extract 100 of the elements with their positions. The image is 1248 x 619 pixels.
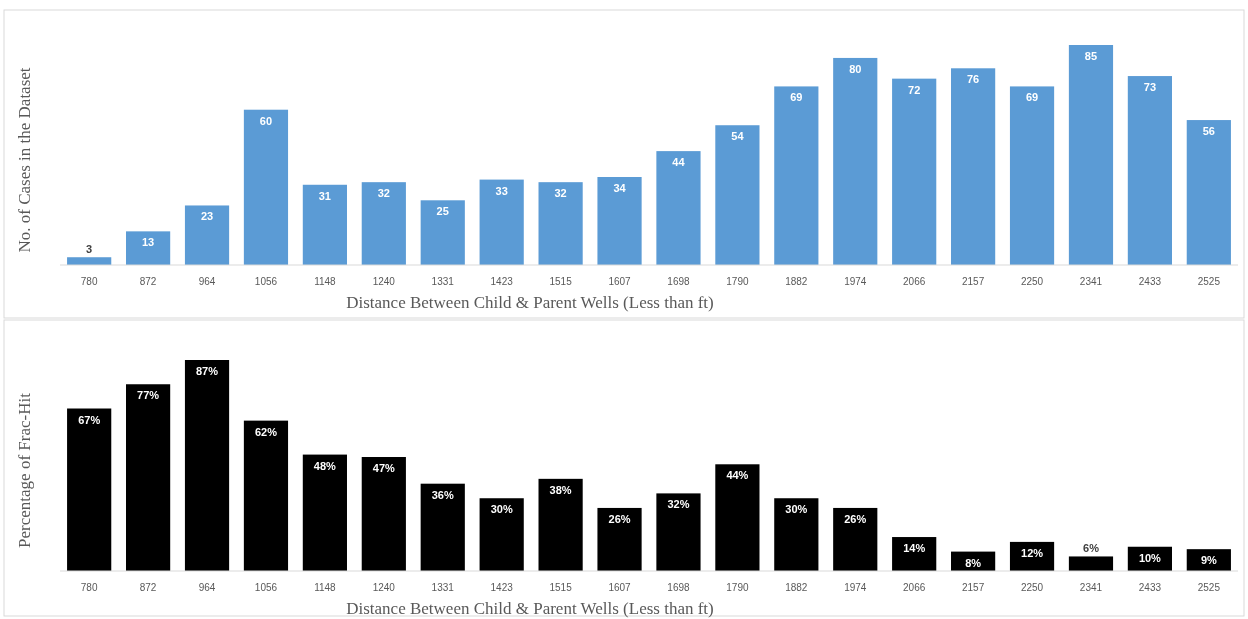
bar [774, 498, 819, 571]
data-label: 26% [608, 512, 631, 525]
x-tick-label: 964 [198, 582, 216, 593]
bar [420, 200, 465, 265]
bar [1127, 76, 1172, 265]
bar [126, 384, 171, 571]
bar [361, 457, 406, 571]
x-tick-label: 2157 [961, 276, 985, 287]
bar [715, 125, 760, 265]
data-label: 33 [495, 184, 508, 197]
data-label: 85 [1084, 50, 1098, 62]
data-label: 87% [196, 365, 219, 377]
x-tick-label: 2250 [1020, 276, 1044, 287]
bar [892, 78, 937, 265]
bar [67, 257, 112, 265]
bar [1068, 556, 1114, 571]
x-tick-label: 1882 [785, 276, 808, 287]
bar [597, 177, 642, 265]
x-tick-label: 1882 [785, 582, 808, 593]
x-tick-label: 1423 [490, 276, 514, 287]
bar [833, 507, 878, 571]
bar [420, 483, 465, 571]
bar [656, 493, 701, 571]
x-tick-label: 1607 [608, 582, 632, 593]
y-axis-title: Percentage of Frac-Hit [15, 392, 34, 548]
data-label: 30% [785, 503, 808, 516]
data-label: 69 [790, 91, 803, 104]
data-label: 32 [554, 187, 567, 200]
data-label: 77% [137, 389, 160, 402]
data-label: 69 [1025, 91, 1039, 104]
data-label: 73 [1143, 81, 1157, 94]
x-axis-title: Distance Between Child & Parent Wells (Less than ft) [346, 599, 714, 618]
x-tick-label: 1515 [549, 276, 573, 287]
x-tick-label: 2066 [903, 276, 926, 287]
data-label: 12% [1021, 546, 1044, 559]
x-tick-label: 1974 [844, 582, 867, 593]
x-tick-label: 1056 [254, 582, 278, 593]
data-label: 62% [254, 425, 278, 438]
bar [184, 360, 230, 571]
x-tick-label: 1790 [726, 276, 749, 287]
x-tick-label: 1698 [667, 276, 691, 287]
bar [302, 184, 347, 265]
x-tick-label: 2525 [1197, 276, 1221, 287]
data-label: 36% [431, 488, 454, 501]
x-tick-label: 1331 [431, 582, 455, 593]
bar [479, 179, 524, 265]
x-tick-label: 1056 [254, 276, 278, 287]
bar [126, 231, 171, 265]
data-label: 56 [1202, 125, 1215, 138]
data-label: 76 [966, 73, 980, 86]
x-tick-label: 1148 [314, 582, 337, 593]
x-axis-title: Distance Between Child & Parent Wells (Less than ft) [346, 293, 714, 312]
bar [1009, 86, 1055, 265]
x-tick-label: 1974 [844, 276, 867, 287]
bar [597, 507, 642, 571]
bar [302, 454, 347, 571]
bar [67, 408, 112, 571]
x-tick-label: 1423 [490, 582, 514, 593]
x-tick-label: 2250 [1020, 582, 1044, 593]
x-tick-label: 2341 [1079, 276, 1103, 287]
bar [774, 86, 819, 265]
data-label: 10% [1138, 551, 1162, 564]
bar [243, 109, 289, 265]
x-tick-label: 1331 [431, 276, 455, 287]
data-label: 25 [436, 205, 449, 218]
data-label: 60 [259, 114, 273, 127]
data-label: 9% [1200, 554, 1217, 567]
data-label: 72 [908, 83, 921, 96]
x-tick-label: 2433 [1138, 276, 1162, 287]
data-label: 38% [549, 483, 572, 496]
x-tick-label: 964 [198, 276, 216, 287]
data-label: 6% [1083, 542, 1100, 555]
bar [361, 182, 406, 265]
data-label: 14% [903, 542, 926, 555]
x-tick-label: 780 [80, 582, 98, 593]
data-label: 8% [965, 556, 982, 569]
x-tick-label: 1515 [549, 582, 573, 593]
data-label: 26% [844, 512, 867, 525]
bar [656, 151, 701, 265]
x-tick-label: 872 [139, 276, 157, 287]
data-label: 67% [78, 413, 101, 426]
x-tick-label: 1148 [314, 276, 337, 287]
bar [1186, 120, 1231, 265]
data-label: 3 [86, 243, 93, 256]
x-tick-label: 1698 [667, 582, 691, 593]
x-tick-label: 1240 [372, 582, 396, 593]
data-label: 32 [377, 187, 390, 200]
x-tick-label: 1607 [608, 276, 632, 287]
bar [1068, 45, 1114, 265]
data-label: 44 [672, 156, 686, 169]
x-tick-label: 872 [139, 582, 157, 593]
data-label: 32% [667, 498, 690, 511]
bar [833, 57, 878, 265]
x-tick-label: 2341 [1079, 582, 1103, 593]
bar [538, 478, 583, 571]
data-label: 31 [318, 189, 332, 202]
x-tick-label: 2157 [961, 582, 985, 593]
bar [538, 182, 583, 265]
x-tick-label: 2525 [1197, 582, 1221, 593]
bar [479, 498, 524, 571]
